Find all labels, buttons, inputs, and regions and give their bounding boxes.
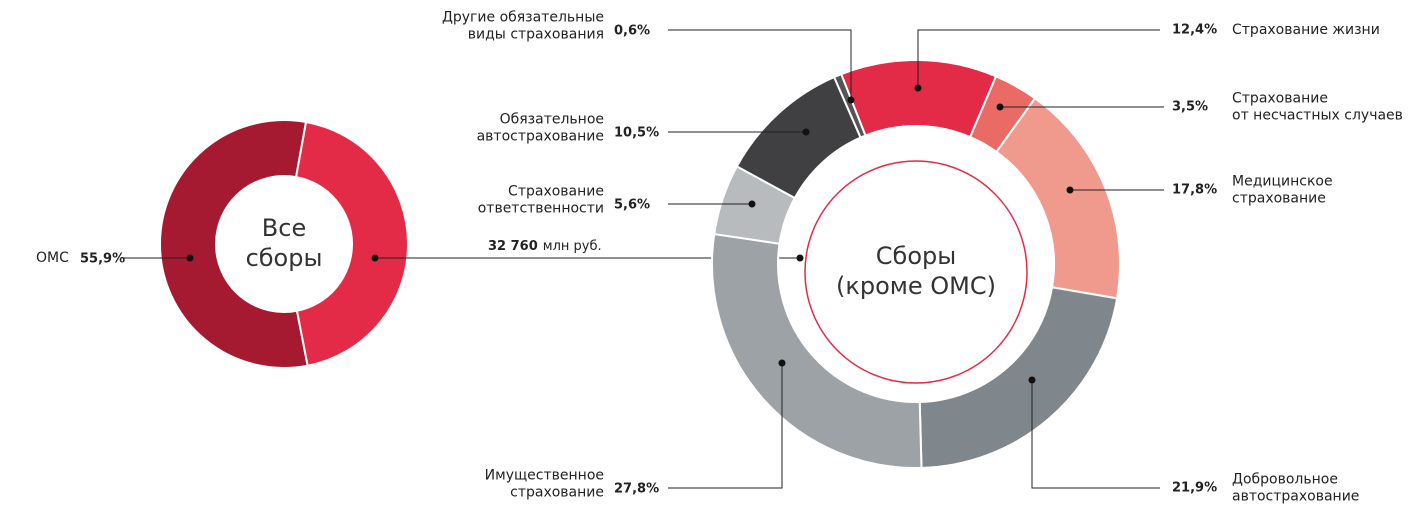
center-label: Все сборы — [246, 214, 323, 272]
category-label: Медицинское страхование — [1232, 174, 1333, 207]
inner-ring — [804, 160, 1028, 384]
value-label: 27,8% — [614, 482, 659, 497]
leader-dot — [748, 200, 756, 208]
text-line: Медицинское — [1232, 174, 1333, 190]
text-line: страхование — [1232, 191, 1326, 207]
text-line: Все — [262, 214, 306, 242]
text-line: автострахование — [477, 129, 604, 145]
annotation: 32 760 млн руб. — [488, 239, 602, 254]
category-label: Другие обязательные виды страхования — [442, 10, 604, 43]
category-label: Обязательное автострахование — [477, 112, 604, 145]
category-label: Имущественное страхование — [485, 468, 604, 501]
leader-line — [1031, 380, 1160, 489]
category-label: Страхование от несчастных случаев — [1232, 91, 1403, 124]
pie-segment — [159, 119, 309, 369]
value-label: 17,8% — [1172, 183, 1217, 198]
text-line: сборы — [246, 244, 323, 272]
category-label: Страхование жизни — [1232, 22, 1380, 38]
leader-dot — [1066, 186, 1074, 194]
text-line: Обязательное — [500, 112, 604, 128]
leader-dot — [914, 84, 922, 92]
text-line: автострахование — [1232, 489, 1359, 505]
pie-segment — [832, 72, 867, 139]
value-label: 55,9% — [80, 252, 125, 267]
leader-dot — [996, 103, 1004, 111]
text-line: Страхование — [1232, 91, 1328, 107]
text-line: ответственности — [478, 201, 604, 217]
pie-segment — [995, 96, 1121, 300]
text-line: Страхование — [508, 184, 604, 200]
leader-line — [668, 29, 852, 100]
leader-dot — [186, 254, 194, 262]
value-label: 3,5% — [1172, 100, 1208, 115]
annotation-amount: 32 760 — [488, 239, 538, 254]
leader-line — [917, 29, 1160, 88]
value-label: 0,6% — [614, 24, 650, 39]
value-label: 12,4% — [1172, 23, 1217, 38]
text-line: страхование — [510, 485, 604, 501]
leader-dot — [778, 359, 786, 367]
text-line: Имущественное — [485, 468, 604, 484]
value-label: 10,5% — [614, 126, 659, 141]
text-line: (кроме ОМС) — [836, 272, 996, 300]
value-label: 21,9% — [1172, 481, 1217, 496]
annotation-unit: млн руб. — [543, 239, 602, 254]
leader-dot — [1028, 376, 1036, 384]
value-label: 5,6% — [614, 198, 650, 213]
pie-segment — [839, 59, 998, 139]
text-line: от несчастных случаев — [1232, 108, 1403, 124]
text-line: Другие обязательные — [442, 10, 604, 26]
text-line: Добровольное — [1232, 472, 1338, 488]
center-label: Сборы (кроме ОМС) — [836, 242, 996, 300]
leader-dot — [802, 128, 810, 136]
pie-segment — [711, 232, 923, 469]
leader-line — [668, 363, 783, 489]
category-label: Добровольное автострахование — [1232, 472, 1359, 505]
text-line: Сборы — [876, 242, 956, 270]
leader-dot — [371, 254, 379, 262]
category-label: Страхование ответственности — [478, 184, 604, 217]
pie-segment — [294, 120, 409, 367]
leader-dot — [847, 96, 855, 104]
category-label: ОМС — [36, 250, 69, 266]
leader-dot — [796, 254, 804, 262]
text-line: виды страхования — [468, 27, 604, 43]
